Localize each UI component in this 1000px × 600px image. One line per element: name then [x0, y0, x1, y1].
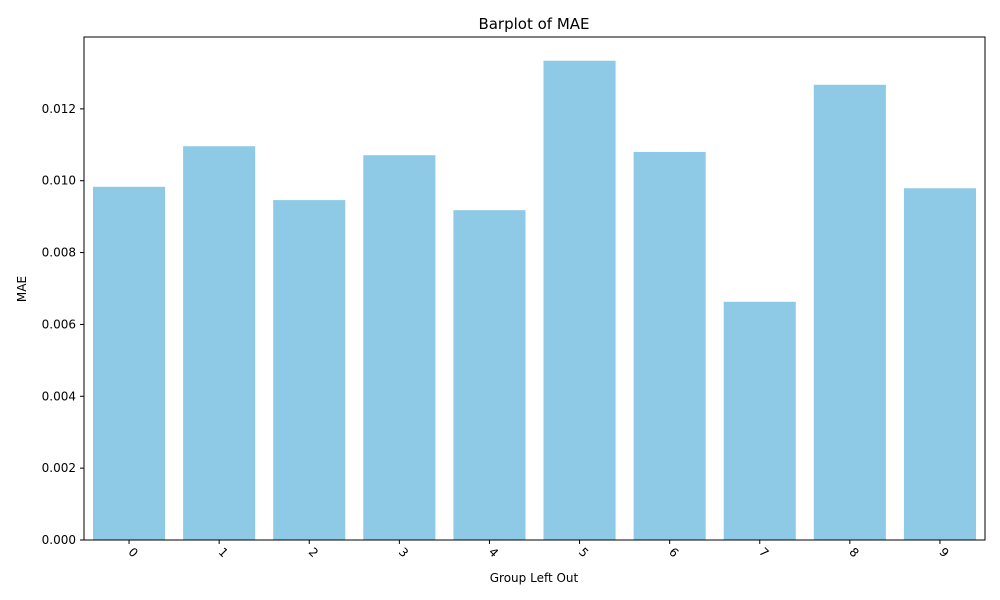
x-tick-label: 9 [936, 545, 951, 560]
y-tick-label: 0.004 [42, 389, 76, 403]
x-axis-label: Group Left Out [490, 571, 579, 585]
bar-5 [543, 60, 616, 540]
y-tick-label: 0.008 [42, 246, 76, 260]
bar-4 [453, 210, 526, 540]
bar-0 [93, 186, 166, 540]
y-axis-label: MAE [15, 276, 29, 302]
x-tick-label: 2 [306, 545, 321, 560]
bar-1 [183, 146, 256, 541]
bar-7 [723, 301, 796, 540]
x-tick-label: 3 [396, 545, 411, 560]
x-tick-label: 1 [216, 545, 231, 560]
y-tick-label: 0.010 [42, 174, 76, 188]
x-tick-label: 7 [756, 545, 771, 560]
bar-9 [903, 188, 976, 541]
y-tick-label: 0.000 [42, 533, 76, 547]
x-axis: 0 1 2 3 4 5 6 7 8 9 [126, 540, 952, 560]
y-tick-label: 0.006 [42, 317, 76, 331]
x-tick-label: 8 [846, 545, 861, 560]
y-tick-label: 0.012 [42, 102, 76, 116]
x-tick-label: 0 [126, 545, 141, 560]
x-tick-label: 6 [666, 545, 681, 560]
plot-frame [83, 36, 986, 541]
bar-2 [273, 200, 346, 540]
bar-6 [633, 151, 706, 540]
bars-layer [93, 60, 976, 541]
y-tick-label: 0.002 [42, 461, 76, 475]
x-tick-label: 5 [576, 545, 591, 560]
chart-title: Barplot of MAE [478, 15, 589, 33]
bar-3 [363, 155, 436, 540]
y-axis: 0.000 0.002 0.004 0.006 0.008 0.010 0.012 [42, 102, 84, 547]
bar-8 [813, 84, 886, 540]
x-tick-label: 4 [486, 545, 501, 560]
